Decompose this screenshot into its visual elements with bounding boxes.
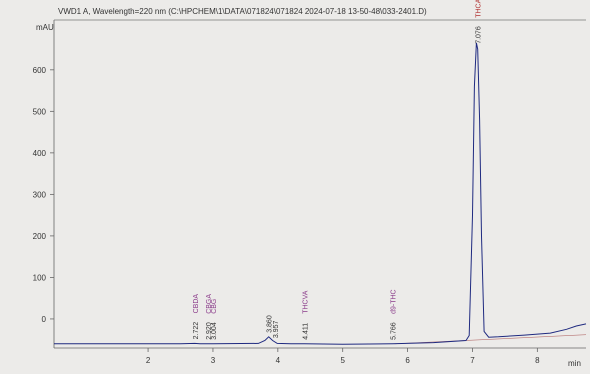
peak-retention-time: 3.860 [267,315,274,333]
peak-labels: 2.722 CBDA 2.920 CBGA 3.004 CBG 3.860 3.957 4.41… [193,0,483,340]
y-tick-label: 600 [33,66,47,75]
x-tick-label: 7 [470,356,475,365]
peak-compound-name: CBGA [206,294,213,314]
chart-title: VWD1 A, Wavelength=220 nm (C:\HPCHEM\1\D… [58,7,427,16]
peak-label: 2.722 CBDA [193,294,200,340]
y-tick-label: 400 [33,149,47,158]
x-tick-label: 6 [405,356,410,365]
peak-retention-time: 2.722 [193,322,200,340]
peak-compound-name: THCA [475,0,482,18]
x-tick-label: 4 [276,356,281,365]
peak-label: 3.957 [273,320,280,338]
signal-trace [54,42,587,345]
x-tick-label: 2 [146,356,151,365]
peak-label: 7.076 THCA [475,0,482,44]
y-tick-label: 500 [33,107,47,116]
peak-label: 2.920 CBGA [206,294,213,340]
y-tick-label: 0 [42,315,47,324]
peak-retention-time: 3.004 [211,322,218,340]
peak-compound-name: CBG [211,299,218,314]
peak-label: 4.411 THCVA [303,290,310,340]
peak-label: 3.860 [267,315,274,333]
peak-retention-time: 3.957 [273,320,280,338]
peak-retention-time: 4.411 [303,323,310,340]
peak-label: 5.766 d9-THC [390,289,397,340]
peak-retention-time: 7.076 [475,26,482,44]
y-axis-label: mAU [36,23,54,32]
y-tick-label: 300 [33,190,47,199]
peak-retention-time: 2.920 [206,322,213,340]
x-tick-label: 3 [211,356,216,365]
peak-label: 3.004 CBG [211,299,218,340]
x-axis-label: min [568,359,581,368]
y-tick-label: 100 [33,273,47,282]
axis-ticks: 2 3 4 5 6 7 8 0 100 200 300 400 500 600 [33,66,540,365]
peak-compound-name: CBDA [193,294,200,314]
peak-retention-time: 5.766 [390,322,397,340]
peak-compound-name: THCVA [303,290,310,314]
peak-compound-name: d9-THC [390,289,397,314]
x-tick-label: 5 [340,356,345,365]
x-tick-label: 8 [535,356,540,365]
y-tick-label: 200 [33,232,47,241]
